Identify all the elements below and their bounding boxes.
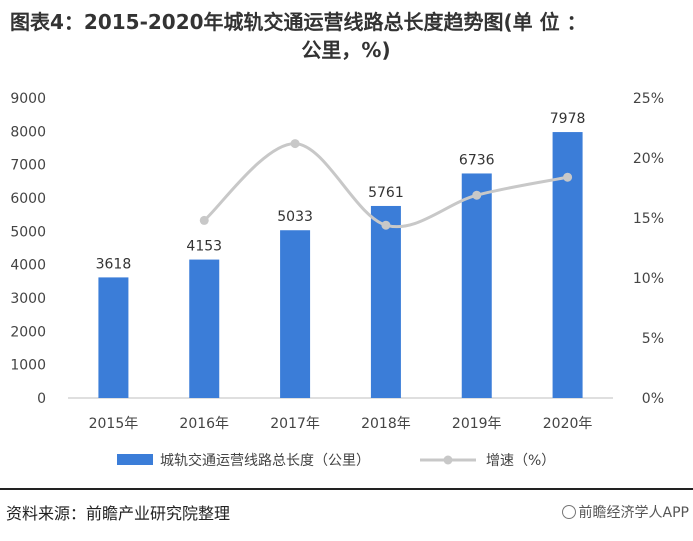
legend-bar-label: 城轨交通运营线路总长度（公里） [160,452,370,469]
x-tick-label: 2018年 [361,416,411,432]
bar [461,173,492,398]
watermark-text: 前瞻经济学人APP [578,505,689,521]
y-left-tick-label: 6000 [10,191,46,207]
growth-point [563,172,573,182]
y-left-tick-label: 1000 [10,358,46,374]
growth-point [290,139,300,149]
bar [370,205,401,398]
legend-bar-swatch [117,454,153,465]
chart-title-line1: 图表4：2015-2020年城轨交通运营线路总长度趋势图(单 位 ： [10,10,587,34]
bar-value-label: 5033 [277,209,313,225]
x-tick-label: 2016年 [179,416,229,432]
y-right-tick-label: 20% [633,151,664,167]
y-left-tick-label: 8000 [10,124,46,140]
legend-line-marker [443,455,453,465]
y-right-tick-label: 5% [642,331,664,347]
bar-value-label: 4153 [186,239,222,255]
source-text: 资料来源：前瞻产业研究院整理 [6,504,231,523]
legend-line-label: 增速（%） [486,453,555,469]
bar [280,230,311,398]
x-tick-label: 2017年 [270,416,320,432]
growth-point [199,215,209,225]
bar-value-label: 5761 [368,185,404,201]
y-left-tick-label: 4000 [10,258,46,274]
growth-point [472,190,482,200]
y-right-tick-label: 0% [642,391,664,407]
bar-value-label: 7978 [550,111,586,127]
x-tick-label: 2015年 [89,416,139,432]
y-left-tick-label: 2000 [10,324,46,340]
y-right-tick-label: 25% [633,91,664,107]
bar-value-label: 3618 [96,256,132,272]
combo-chart: 0 1000 2000 3000 4000 5000 6000 7000 8000 9000 0% 5… [10,91,664,469]
y-right-tick-label: 10% [633,271,664,287]
footer: 资料来源：前瞻产业研究院整理 前瞻经济学人APP [0,488,693,541]
y-left-tick-label: 0 [37,391,46,407]
bar [552,132,583,399]
y-right-tick-label: 15% [633,211,664,227]
y-left-tick-label: 7000 [10,158,46,174]
bar-value-label: 6736 [459,152,495,168]
bar [98,277,129,398]
y-left-tick-label: 9000 [10,91,46,107]
y-left-tick-label: 5000 [10,224,46,240]
x-tick-label: 2019年 [452,416,502,432]
chart-title-line2: 公里，%) [301,38,391,62]
x-tick-label: 2020年 [543,416,593,432]
wechat-icon [561,505,576,519]
chart-title: 图表4：2015-2020年城轨交通运营线路总长度趋势图(单 位 ： 公里，%) [10,8,682,64]
growth-point [381,220,391,230]
watermark: 前瞻经济学人APP [561,502,689,522]
bar [189,259,220,398]
y-left-tick-label: 3000 [10,291,46,307]
